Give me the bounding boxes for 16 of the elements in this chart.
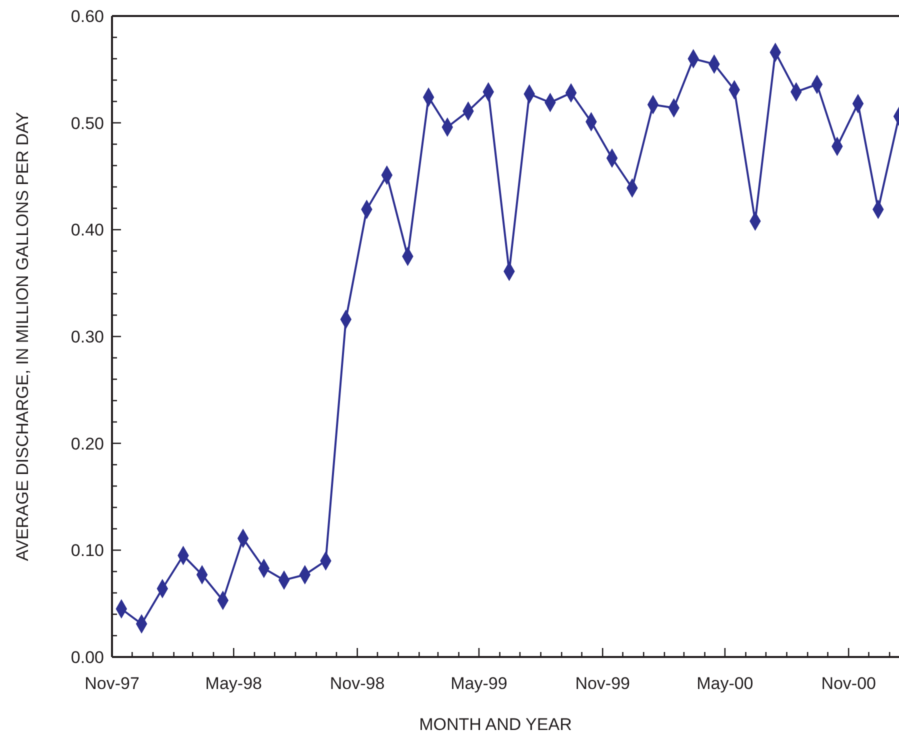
x-tick-label: May-98	[205, 674, 262, 693]
y-axis-title: AVERAGE DISCHARGE, IN MILLION GALLONS PER DAY	[13, 112, 32, 562]
y-tick-label: 0.00	[70, 648, 104, 667]
x-tick-label: Nov-99	[575, 674, 630, 693]
x-axis-title: MONTH AND YEAR	[419, 715, 572, 734]
x-tick-label: Nov-00	[821, 674, 876, 693]
x-tick-label: May-99	[450, 674, 508, 693]
y-tick-label: 0.20	[70, 434, 104, 454]
x-tick-label: May-00	[696, 674, 754, 693]
y-tick-label: 0.30	[70, 327, 104, 346]
y-tick-label: 0.40	[70, 220, 104, 240]
y-tick-label: 0.50	[70, 114, 104, 133]
x-tick-label: Nov-97	[84, 674, 140, 693]
y-tick-label: 0.10	[70, 541, 104, 560]
x-tick-label: Nov-98	[330, 674, 385, 693]
y-tick-label: 0.60	[70, 6, 104, 26]
